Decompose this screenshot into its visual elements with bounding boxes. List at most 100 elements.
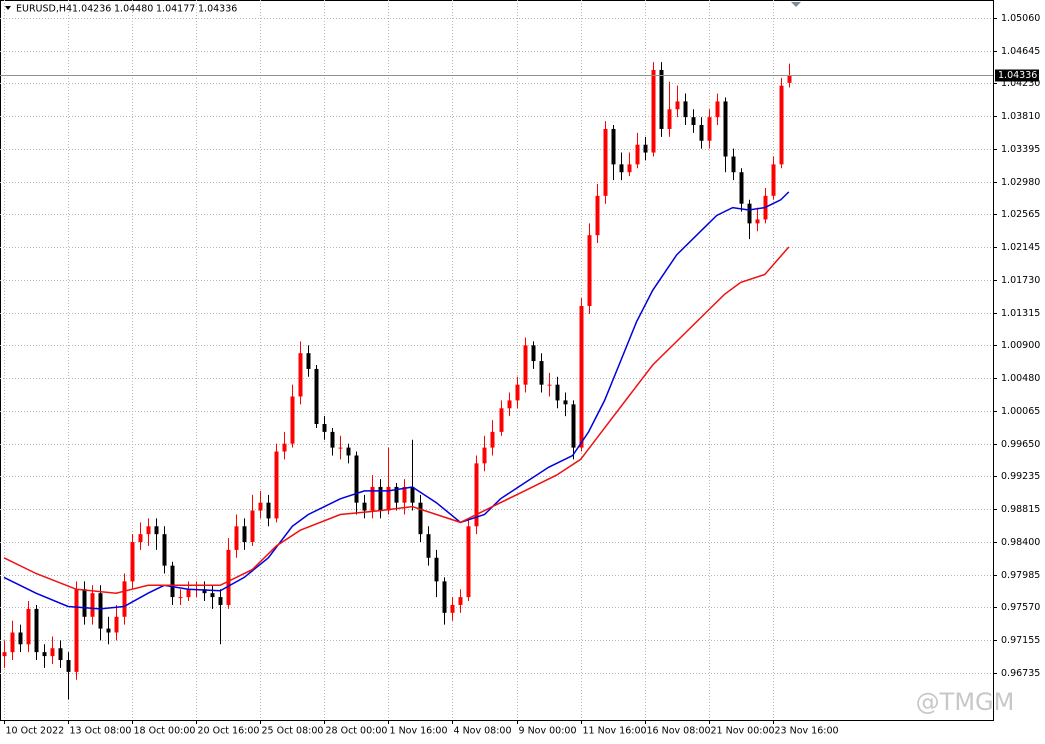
candle-body [242, 526, 247, 543]
candle-body [755, 219, 760, 224]
candle-body [418, 502, 423, 535]
candle-body [627, 164, 632, 173]
candle-body [539, 361, 544, 385]
candle-body [619, 164, 624, 173]
x-tick-label: 13 Oct 08:00 [70, 726, 132, 737]
candle-body [667, 109, 672, 129]
y-tick-label: 1.02980 [1001, 177, 1040, 188]
candle-body [771, 164, 776, 196]
candle-body [290, 396, 295, 444]
candle-body [226, 549, 231, 605]
y-tick-label: 1.00480 [1001, 373, 1040, 384]
candle-body [787, 74, 792, 83]
candle-body [50, 648, 55, 657]
header-open: 1.04236 [72, 4, 111, 15]
candle-body [555, 384, 560, 401]
candle-body [547, 384, 552, 386]
candle-body [354, 455, 359, 503]
header-symbol: EURUSD,H4 [16, 4, 72, 15]
x-tick-label: 18 Oct 00:00 [134, 726, 196, 737]
candle-body [10, 632, 15, 653]
header-icon [5, 6, 11, 10]
candle-body [114, 616, 119, 633]
y-tick-label: 0.97155 [1001, 635, 1040, 646]
candle-body [210, 593, 215, 598]
candle-body [571, 404, 576, 448]
candle-body [202, 589, 207, 594]
y-tick-label: 1.02565 [1001, 209, 1040, 220]
candle-body [74, 589, 79, 672]
candle-body [2, 652, 7, 657]
candle-body [66, 660, 71, 672]
candle-body [258, 502, 263, 511]
current-price-label: 1.04336 [998, 70, 1037, 81]
candle-body [338, 447, 343, 449]
header-low: 1.04177 [156, 4, 195, 15]
candle-body [707, 117, 712, 141]
candle-body [426, 534, 431, 558]
candle-body [603, 128, 608, 196]
candle-body [362, 502, 367, 511]
candle-body [298, 353, 303, 397]
candle-body [499, 408, 504, 432]
y-tick-label: 1.00065 [1001, 406, 1040, 417]
y-tick-label: 1.04230 [1001, 78, 1040, 89]
candle-body [306, 353, 311, 369]
candle-body [442, 581, 447, 613]
candle-body [378, 486, 383, 511]
y-tick-label: 0.97985 [1001, 570, 1040, 581]
candle-body [691, 117, 696, 126]
candle-body [18, 632, 23, 645]
y-tick-label: 1.00900 [1001, 340, 1040, 351]
candle-body [274, 451, 279, 519]
candle-body [482, 447, 487, 464]
candle-body [699, 125, 704, 141]
candle-body [474, 463, 479, 527]
x-tick-label: 28 Oct 00:00 [326, 726, 388, 737]
y-tick-label: 1.01730 [1001, 275, 1040, 286]
candle-body [138, 534, 143, 543]
watermark: @TMGM [916, 688, 1015, 716]
candle-body [515, 384, 520, 401]
x-tick-label: 16 Nov 08:00 [647, 726, 711, 737]
candle-body [563, 400, 568, 405]
marks [0, 62, 993, 700]
x-tick-label: 20 Oct 16:00 [198, 726, 260, 737]
y-tick-label: 0.97570 [1001, 602, 1040, 613]
candle-body [90, 593, 95, 617]
candle-body [731, 156, 736, 173]
y-tick-label: 0.99235 [1001, 471, 1040, 482]
candle-body [146, 526, 151, 535]
x-tick-label: 4 Nov 08:00 [454, 726, 512, 737]
candle-body [635, 144, 640, 165]
y-tick-label: 1.02145 [1001, 242, 1040, 253]
y-tick-label: 1.03395 [1001, 144, 1040, 155]
candle-body [651, 69, 656, 153]
y-tick-label: 0.98400 [1001, 537, 1040, 548]
y-tick-label: 1.05060 [1001, 13, 1040, 24]
candle-body [346, 447, 351, 456]
x-tick-label: 10 Oct 2022 [6, 726, 65, 737]
candle-body [58, 648, 63, 661]
candle-body [330, 431, 335, 448]
candle-body [186, 589, 191, 598]
candle-body [450, 604, 455, 613]
plot-frame [0, 0, 994, 721]
candle-body [106, 628, 111, 633]
y-tick-label: 1.01315 [1001, 308, 1040, 319]
y-tick-label: 1.03810 [1001, 111, 1040, 122]
current-price-tag [995, 69, 1039, 82]
candle-body [130, 542, 135, 582]
moving-average-line [3, 246, 790, 594]
candle-body [523, 345, 528, 385]
candle-body [507, 400, 512, 409]
candle-body [314, 368, 319, 425]
candle-body [218, 597, 223, 605]
candle-body [723, 101, 728, 157]
candle-body [370, 486, 375, 511]
candle-body [683, 101, 688, 118]
candle-body [595, 195, 600, 236]
candle-body [250, 510, 255, 543]
x-tick-label: 11 Nov 16:00 [583, 726, 647, 737]
